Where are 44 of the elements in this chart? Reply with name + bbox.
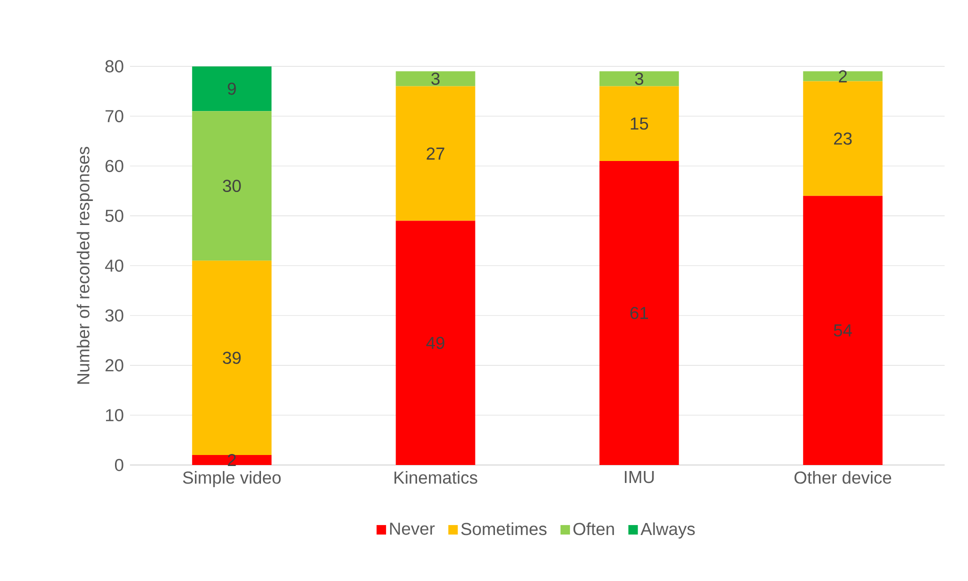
- y-tick-label: 0: [114, 458, 124, 472]
- data-label: 9: [228, 82, 236, 95]
- legend-label: Sometimes: [461, 522, 547, 536]
- bar: [192, 111, 272, 261]
- y-tick-label: 60: [106, 160, 124, 172]
- bar: [599, 71, 679, 86]
- bar: [599, 161, 679, 465]
- x-tick-label: Kinematics: [394, 471, 478, 484]
- data-label: 49: [426, 336, 444, 350]
- bar: [192, 66, 272, 112]
- y-axis-title: Number of recorded responses: [76, 146, 93, 384]
- data-label: 3: [635, 72, 644, 85]
- bar: [396, 86, 476, 221]
- data-label: 23: [834, 132, 852, 145]
- data-label: 27: [426, 147, 444, 160]
- y-tick-label: 20: [106, 359, 124, 372]
- bar: [803, 81, 883, 196]
- bar: [192, 260, 272, 456]
- data-label: 15: [630, 118, 648, 130]
- x-tick-label: IMU: [624, 471, 654, 484]
- legend-label: Never: [390, 522, 435, 535]
- legend-label: Always: [640, 522, 695, 539]
- data-label: 30: [222, 180, 241, 192]
- bar: [396, 71, 476, 86]
- bar: [396, 220, 476, 465]
- data-label: 3: [431, 72, 440, 85]
- y-tick-label: 50: [105, 210, 124, 222]
- bar: [599, 86, 679, 162]
- data-label: 54: [834, 324, 852, 336]
- data-label: 39: [222, 352, 241, 364]
- bar: [803, 71, 883, 82]
- y-tick-label: 70: [106, 110, 124, 122]
- data-label: 2: [838, 70, 847, 82]
- data-label: 2: [228, 454, 236, 466]
- x-tick-label: Simple video: [183, 471, 281, 488]
- y-tick-label: 80: [105, 60, 124, 72]
- x-tick-label: Other device: [794, 471, 892, 484]
- y-tick-label: 30: [105, 309, 124, 322]
- legend-label: Often: [573, 522, 614, 536]
- y-tick-label: 10: [106, 409, 124, 422]
- bar: [803, 196, 883, 465]
- y-tick-label: 40: [105, 260, 124, 272]
- bar: [192, 455, 272, 465]
- data-label: 61: [630, 306, 648, 320]
